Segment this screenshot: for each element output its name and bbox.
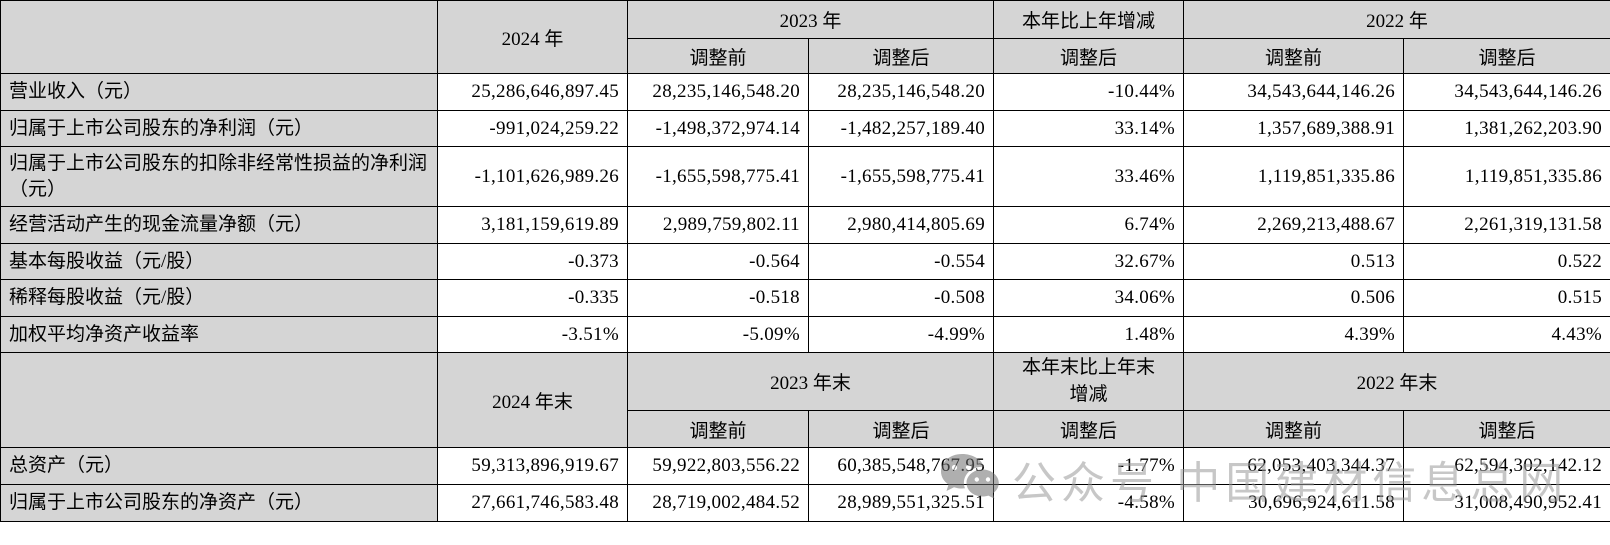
header-2022-before-adjust: 调整前 [1183, 410, 1405, 449]
cell-2024: -991,024,259.22 [437, 110, 628, 147]
table-row: 稀释每股收益（元/股） -0.335 -0.518 -0.508 34.06% … [0, 279, 1610, 317]
cell-2023-before: 2,989,759,802.11 [627, 206, 809, 244]
header-yearend-2023: 2023 年末 [626, 351, 995, 412]
cell-2023-after: 2,980,414,805.69 [807, 206, 995, 244]
table-row: 归属于上市公司股东的扣除非经常性损益的净利润（元） -1,101,626,989… [0, 146, 1610, 207]
table-row: 营业收入（元） 25,286,646,897.45 28,235,146,548… [0, 73, 1610, 111]
header-2022-before-adjust: 调整前 [1183, 38, 1405, 74]
cell-2023-after: 28,989,551,325.51 [807, 484, 995, 523]
cell-2023-before: -0.518 [627, 279, 809, 317]
cell-2024: -3.51% [437, 316, 628, 353]
cell-2023-before: 59,922,803,556.22 [627, 447, 809, 486]
cell-2024: 25,286,646,897.45 [437, 73, 628, 111]
cell-2023-before: 28,235,146,548.20 [627, 73, 809, 111]
cell-2022-before: 0.506 [1183, 279, 1405, 317]
key-financials-table: 2024 年 2023 年 本年比上年增减 2022 年 调整前 调整后 调整后… [0, 0, 1610, 523]
cell-2022-after: 0.522 [1403, 243, 1610, 280]
cell-2022-before: 34,543,644,146.26 [1183, 73, 1405, 111]
cell-2023-after: 28,235,146,548.20 [807, 73, 995, 111]
cell-change: 6.74% [993, 206, 1185, 244]
row-label: 总资产（元） [0, 447, 438, 486]
header-2022-after-adjust: 调整后 [1403, 38, 1610, 74]
cell-2023-after: -0.508 [807, 279, 995, 317]
cell-2023-after: -0.554 [807, 243, 995, 280]
cell-2022-after: 1,381,262,203.90 [1403, 110, 1610, 147]
row-label: 基本每股收益（元/股） [0, 243, 438, 280]
cell-2024: -0.335 [437, 279, 628, 317]
row-label: 归属于上市公司股东的扣除非经常性损益的净利润（元） [0, 146, 438, 207]
header-year-2022: 2022 年 [1183, 0, 1610, 39]
table-row: 归属于上市公司股东的净利润（元） -991,024,259.22 -1,498,… [0, 110, 1610, 147]
header-yearend-2022: 2022 年末 [1183, 351, 1610, 412]
row-label: 归属于上市公司股东的净资产（元） [0, 484, 438, 523]
cell-2022-after: 62,594,302,142.12 [1403, 447, 1610, 486]
cell-2022-before: 30,696,924,611.58 [1183, 484, 1405, 523]
cell-change: 32.67% [993, 243, 1185, 280]
header-2023-after-adjust: 调整后 [807, 410, 995, 449]
cell-2022-before: 4.39% [1183, 316, 1405, 353]
table-row: 基本每股收益（元/股） -0.373 -0.564 -0.554 32.67% … [0, 243, 1610, 280]
cell-2023-after: -1,655,598,775.41 [807, 146, 995, 207]
cell-2023-before: -1,655,598,775.41 [627, 146, 809, 207]
header-yoy-change: 本年比上年增减 [993, 0, 1185, 39]
header-2022-after-adjust: 调整后 [1403, 410, 1610, 449]
cell-2022-after: 1,119,851,335.86 [1403, 146, 1610, 207]
table-row: 总资产（元） 59,313,896,919.67 59,922,803,556.… [0, 447, 1610, 486]
cell-2023-before: 28,719,002,484.52 [627, 484, 809, 523]
cell-change: -4.58% [993, 484, 1185, 523]
header-2023-before-adjust: 调整前 [627, 38, 809, 74]
cell-change: 34.06% [993, 279, 1185, 317]
cell-2022-after: 2,261,319,131.58 [1403, 206, 1610, 244]
table-row: 加权平均净资产收益率 -3.51% -5.09% -4.99% 1.48% 4.… [0, 316, 1610, 353]
cell-2024: 59,313,896,919.67 [437, 447, 628, 486]
cell-2022-before: 0.513 [1183, 243, 1405, 280]
cell-2024: 27,661,746,583.48 [437, 484, 628, 523]
cell-2022-before: 2,269,213,488.67 [1183, 206, 1405, 244]
cell-2022-before: 1,119,851,335.86 [1183, 146, 1405, 207]
cell-2023-after: 60,385,548,767.95 [807, 447, 995, 486]
row-label: 稀释每股收益（元/股） [0, 279, 438, 317]
cell-2022-after: 34,543,644,146.26 [1403, 73, 1610, 111]
cell-2022-after: 31,008,490,952.41 [1403, 484, 1610, 523]
header-change-after-adjust: 调整后 [993, 410, 1185, 449]
corner-cell [0, 351, 438, 449]
cell-2023-before: -5.09% [627, 316, 809, 353]
cell-change: 33.14% [993, 110, 1185, 147]
header-year-2023: 2023 年 [626, 0, 995, 39]
cell-2023-before: -1,498,372,974.14 [627, 110, 809, 147]
header-2023-before-adjust: 调整前 [627, 410, 809, 449]
cell-2023-before: -0.564 [627, 243, 809, 280]
header-yearend-change: 本年末比上年末 增减 [993, 351, 1185, 412]
cell-2022-after: 4.43% [1403, 316, 1610, 353]
row-label: 归属于上市公司股东的净利润（元） [0, 110, 438, 147]
cell-change: -1.77% [993, 447, 1185, 486]
cell-change: 1.48% [993, 316, 1185, 353]
cell-2024: -0.373 [437, 243, 628, 280]
table-row: 归属于上市公司股东的净资产（元） 27,661,746,583.48 28,71… [0, 484, 1610, 523]
row-label: 加权平均净资产收益率 [0, 316, 438, 353]
cell-2023-after: -4.99% [807, 316, 995, 353]
header-yearend-2024: 2024 年末 [437, 351, 628, 449]
cell-2023-after: -1,482,257,189.40 [807, 110, 995, 147]
cell-2022-before: 1,357,689,388.91 [1183, 110, 1405, 147]
cell-2024: -1,101,626,989.26 [437, 146, 628, 207]
corner-cell [0, 0, 438, 74]
cell-change: 33.46% [993, 146, 1185, 207]
header-2023-after-adjust: 调整后 [807, 38, 995, 74]
row-label: 经营活动产生的现金流量净额（元） [0, 206, 438, 244]
table-row: 经营活动产生的现金流量净额（元） 3,181,159,619.89 2,989,… [0, 206, 1610, 244]
cell-2022-after: 0.515 [1403, 279, 1610, 317]
header-change-after-adjust: 调整后 [993, 38, 1185, 74]
cell-2024: 3,181,159,619.89 [437, 206, 628, 244]
cell-change: -10.44% [993, 73, 1185, 111]
row-label: 营业收入（元） [0, 73, 438, 111]
cell-2022-before: 62,053,403,344.37 [1183, 447, 1405, 486]
header-year-2024: 2024 年 [437, 0, 628, 74]
